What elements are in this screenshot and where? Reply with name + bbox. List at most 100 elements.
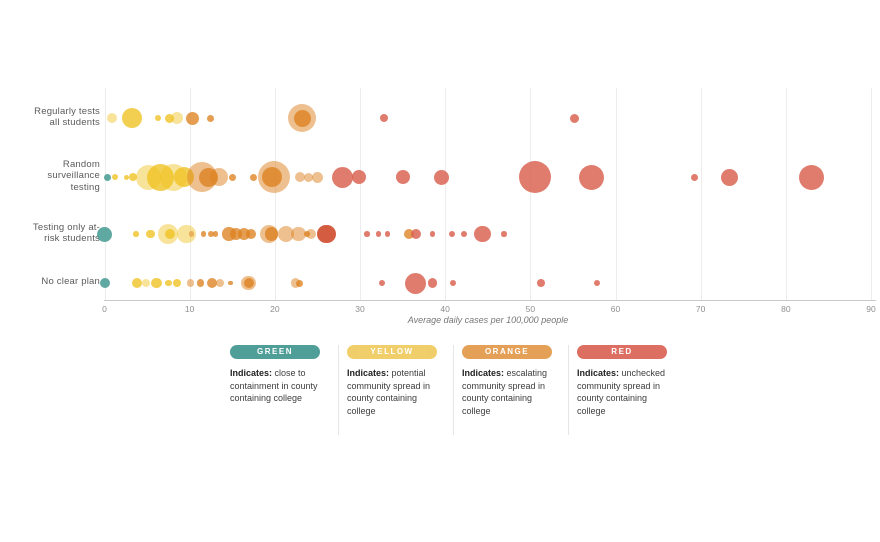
bubble-red <box>352 170 367 184</box>
bubble-red <box>691 173 699 181</box>
bubble-yellow <box>172 279 181 287</box>
x-tick-90: 90 <box>866 304 876 314</box>
bubble-yellow <box>121 108 142 128</box>
x-axis-label: Average daily cases per 100,000 people <box>407 315 569 325</box>
gridline-30 <box>360 88 361 300</box>
bubble-orangePale <box>295 172 306 182</box>
bubble-orangePale <box>210 168 229 186</box>
bubble-yellow <box>147 163 175 191</box>
bubble-orange <box>206 278 217 288</box>
bubble-orangePale <box>311 171 323 183</box>
bubble-red <box>434 169 450 185</box>
bubble-red <box>379 114 388 122</box>
bubble-red <box>364 231 370 237</box>
x-tick-80: 80 <box>781 304 791 314</box>
bubble-orange <box>200 231 206 237</box>
bubble-red <box>332 166 354 188</box>
x-tick-60: 60 <box>610 304 621 314</box>
bubble-red <box>460 230 468 238</box>
gridline-70 <box>700 88 702 300</box>
legend-text-red: Indicates: unchecked community spread in… <box>577 368 666 416</box>
legend-item-orange: ORANGE Indicates: escalating community s… <box>462 345 564 417</box>
legend-text-green: Indicates: close to containment in count… <box>230 368 318 403</box>
yellow-pill: YELLOW <box>347 345 437 359</box>
bubble-orangePale <box>186 279 195 287</box>
bubble-redDark <box>317 224 337 244</box>
bubble-orangePale <box>188 231 195 237</box>
green-pill: GREEN <box>230 345 320 359</box>
bubble-yellowPale <box>170 112 183 124</box>
legend-text-orange: Indicates: escalating community spread i… <box>462 368 548 416</box>
legend-item-green: GREEN Indicates: close to containment in… <box>230 345 332 405</box>
legend-divider <box>453 345 454 435</box>
bubble-yellow <box>165 229 176 239</box>
bubble-green <box>103 173 111 181</box>
bubble-orangePale <box>290 278 300 288</box>
x-tick-50: 50 <box>525 304 536 314</box>
bubble-red <box>537 279 546 287</box>
bubble-yellowPale <box>176 224 196 244</box>
bubble-red <box>449 279 457 287</box>
bubble-orange <box>404 229 415 239</box>
bubble-red <box>579 164 605 190</box>
bubble-red <box>429 231 436 237</box>
bubble-yellow <box>133 231 139 237</box>
bubble-orange <box>197 279 205 287</box>
legend-item-red: RED Indicates: unchecked community sprea… <box>577 345 679 417</box>
bubble-yellow <box>165 279 172 287</box>
bubble-orangePale <box>291 226 306 242</box>
bubble-green <box>97 226 112 242</box>
x-tick-30: 30 <box>355 304 365 314</box>
bubble-orangePale <box>277 225 295 243</box>
gridline-50 <box>530 88 532 300</box>
gridline-0 <box>104 88 106 300</box>
x-tick-40: 40 <box>440 304 450 314</box>
red-pill: RED <box>577 345 667 359</box>
bubble-orange <box>245 229 256 239</box>
legend-item-yellow: YELLOW Indicates: potential community sp… <box>347 345 449 417</box>
bubble-yellow <box>129 173 138 181</box>
bubble-red <box>427 278 438 288</box>
bubble-red <box>404 272 426 294</box>
bubble-orange <box>294 109 312 127</box>
bubble-orange <box>228 173 236 181</box>
bubble-yellow <box>124 174 130 180</box>
bubble-orangePale <box>306 229 317 239</box>
bubble-orange <box>185 111 199 125</box>
bubble-red <box>396 170 411 184</box>
row-label-2: Testing only at-risk students <box>32 221 100 245</box>
legend-divider <box>568 345 569 435</box>
legend-divider <box>338 345 339 435</box>
bubble-green <box>100 278 111 288</box>
x-tick-20: 20 <box>270 304 280 314</box>
bubble-yellowPale <box>142 279 151 287</box>
bubble-red <box>593 280 600 286</box>
bubble-red <box>379 280 386 286</box>
bubble-red <box>448 230 456 238</box>
bubble-yellow <box>111 174 118 180</box>
x-tick-0: 0 <box>102 304 107 314</box>
gridline-40 <box>445 88 447 300</box>
bubble-orange <box>206 114 214 122</box>
bubble-yellow <box>131 278 142 288</box>
bubble-orange <box>296 279 304 287</box>
bubble-orangePale <box>216 279 225 287</box>
bubble-red <box>501 231 507 237</box>
bubble-red <box>376 231 382 237</box>
gridline-90 <box>871 88 872 300</box>
x-axis-line <box>104 300 876 301</box>
bubble-red <box>798 164 824 190</box>
bubble-yellow <box>155 115 162 121</box>
gridline-10 <box>189 88 191 300</box>
bubble-red <box>518 161 551 193</box>
bubble-yellow <box>164 113 174 123</box>
bubble-orange <box>207 230 215 238</box>
row-label-3: No clear plan <box>41 276 100 288</box>
row-label-0: Regularly tests all students <box>34 105 100 129</box>
x-tick-70: 70 <box>695 304 706 314</box>
bubble-yellow <box>146 229 155 239</box>
legend-text-yellow: Indicates: potential community spread in… <box>347 368 431 416</box>
bubble-yellowPale <box>107 113 118 123</box>
bubble-red <box>474 225 491 243</box>
